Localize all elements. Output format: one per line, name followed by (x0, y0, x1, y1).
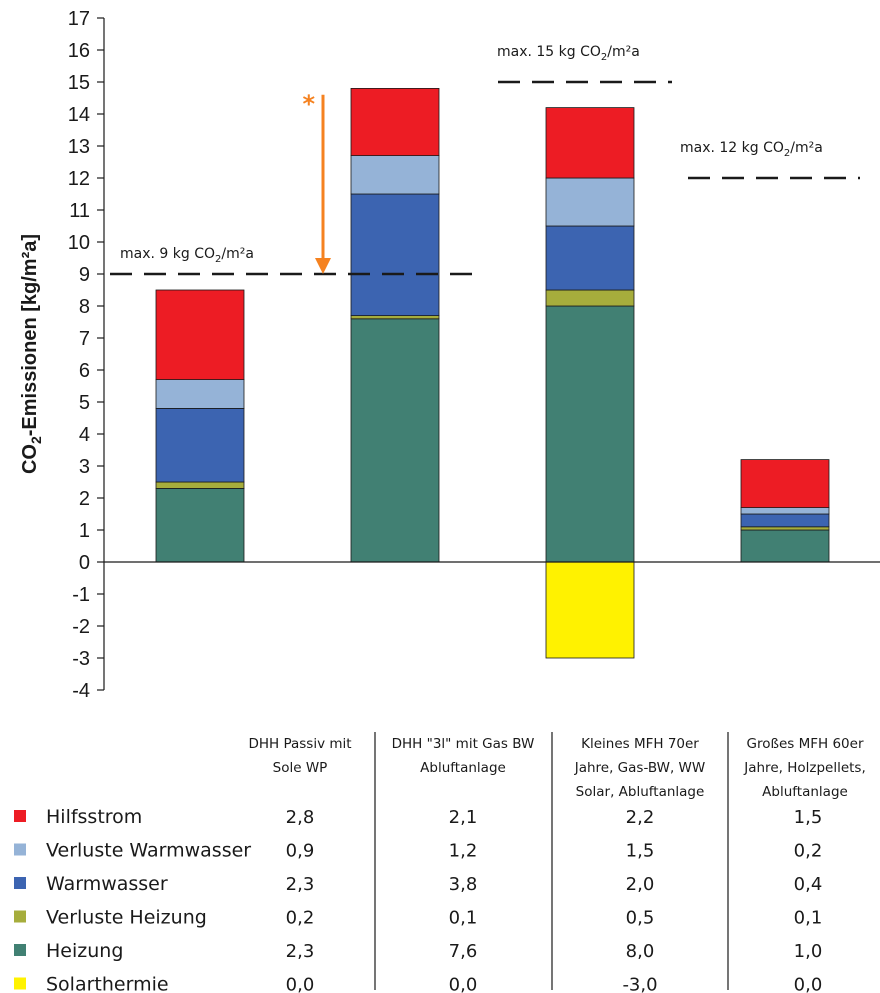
legend-label: Verluste Warmwasser (46, 840, 251, 862)
legend-label: Hilfsstrom (46, 806, 142, 828)
data-label: 0,1 (449, 908, 478, 929)
limit-label: max. 15 kg CO2/m²a (497, 44, 640, 63)
limit-label: max. 12 kg CO2/m²a (680, 140, 823, 159)
y-tick-label: 2 (79, 488, 90, 510)
bar-segment-warmwasser (350, 193, 440, 316)
y-tick-label: 3 (79, 456, 90, 478)
y-tick-label: 7 (79, 328, 90, 350)
y-tick-label: -3 (72, 648, 90, 670)
data-label: 2,2 (626, 807, 655, 828)
y-tick-label: 6 (79, 360, 90, 382)
legend-label: Solarthermie (46, 974, 169, 993)
limit-label: max. 9 kg CO2/m²a (120, 246, 254, 265)
data-label: 3,8 (449, 874, 478, 895)
legend-swatch (14, 910, 26, 923)
bar-segment-warmwasser (545, 225, 635, 291)
data-label: 7,6 (449, 941, 478, 962)
y-axis-label: CO2-Emissionen [kg/m²a] (19, 234, 44, 474)
bar-segment-solarthermie (545, 561, 635, 659)
y-tick-label: -2 (72, 616, 90, 638)
legend-swatch (14, 843, 26, 856)
bar-segment-verluste-heizung (155, 481, 245, 489)
legend-swatch (14, 944, 26, 956)
legend-label: Warmwasser (46, 873, 168, 895)
category-label: Kleines MFH 70er (581, 736, 699, 752)
y-tick-label: 10 (68, 232, 90, 254)
annotation-asterisk: * (302, 90, 315, 118)
bar-segment-warmwasser (740, 513, 830, 528)
bar-segment-hilfsstrom (350, 88, 440, 156)
y-tick-label: 12 (68, 168, 90, 190)
y-tick-label: 16 (68, 40, 90, 62)
y-tick-label: 13 (68, 136, 90, 158)
category-label: Sole WP (273, 760, 328, 776)
y-tick-label: 5 (79, 392, 90, 414)
bar-segment-verluste-heizung (740, 526, 830, 531)
data-label: 1,5 (794, 807, 823, 828)
data-label: 0,5 (626, 908, 655, 929)
category-label: Abluftanlage (420, 760, 506, 776)
category-label: Jahre, Holzpellets, (743, 760, 866, 776)
legend-swatch (14, 877, 26, 889)
bar-segment-warmwasser (155, 407, 245, 483)
category-label: Abluftanlage (762, 784, 848, 800)
category-label: Solar, Abluftanlage (576, 784, 705, 800)
y-tick-label: 11 (69, 200, 90, 222)
data-label: 8,0 (626, 941, 655, 962)
y-tick-label: 14 (68, 104, 90, 126)
data-label: 0,9 (286, 841, 315, 862)
bar-segment-verluste-warmwasser (545, 177, 635, 227)
category-label: Jahre, Gas-BW, WW (574, 760, 706, 776)
data-label: 1,2 (449, 841, 478, 862)
legend-swatch (14, 977, 26, 990)
data-label: 0,4 (794, 874, 823, 895)
y-tick-label: 1 (79, 520, 90, 542)
bar-segment-heizung (350, 318, 440, 563)
bar-segment-heizung (545, 305, 635, 563)
data-label: 0,1 (794, 908, 823, 929)
y-tick-label: 9 (79, 264, 90, 286)
data-label: 1,0 (794, 941, 823, 962)
bar-segment-heizung (155, 487, 245, 563)
bar-segment-hilfsstrom (155, 289, 245, 380)
legend-label: Heizung (46, 940, 123, 962)
category-label: Großes MFH 60er (747, 736, 864, 752)
bar-segment-hilfsstrom (740, 459, 830, 509)
y-tick-label: 17 (68, 8, 90, 30)
category-label: DHH Passiv mit (248, 736, 351, 752)
y-tick-label: 15 (68, 72, 90, 94)
legend-label: Verluste Heizung (46, 907, 207, 929)
bar-segment-verluste-warmwasser (350, 155, 440, 195)
y-tick-label: -4 (72, 680, 90, 702)
data-label: 2,3 (286, 941, 315, 962)
bar-segment-verluste-heizung (350, 315, 440, 320)
category-label: DHH "3l" mit Gas BW (392, 736, 535, 752)
bar-segment-verluste-warmwasser (155, 379, 245, 409)
data-label: 2,8 (286, 807, 315, 828)
data-label: 2,3 (286, 874, 315, 895)
legend-swatch (14, 810, 26, 822)
bar-segment-verluste-heizung (545, 289, 635, 307)
bar-segment-heizung (740, 529, 830, 563)
data-label: 0,2 (794, 841, 823, 862)
bar-segment-hilfsstrom (545, 107, 635, 179)
data-label: 0,0 (286, 975, 315, 993)
y-tick-label: 0 (79, 552, 90, 574)
y-tick-label: -1 (72, 584, 90, 606)
data-label: 0,2 (286, 908, 315, 929)
bar-segment-verluste-warmwasser (740, 507, 830, 515)
annotation-arrow-head (315, 258, 331, 274)
data-label: 0,0 (449, 975, 478, 993)
y-tick-label: 4 (79, 424, 90, 446)
data-label: -3,0 (622, 975, 657, 993)
data-label: 2,0 (626, 874, 655, 895)
data-label: 0,0 (794, 975, 823, 993)
y-tick-label: 8 (79, 296, 90, 318)
data-label: 1,5 (626, 841, 655, 862)
data-label: 2,1 (449, 807, 478, 828)
